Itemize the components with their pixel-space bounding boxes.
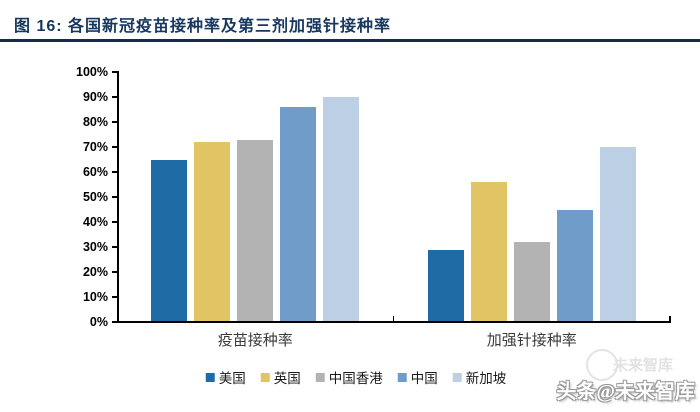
legend-item: 新加坡 — [452, 367, 507, 387]
y-axis-tick — [112, 121, 117, 123]
y-axis-label: 50% — [82, 190, 108, 204]
x-axis-line — [117, 321, 671, 323]
y-axis-label: 30% — [82, 240, 108, 254]
bar — [194, 142, 231, 322]
legend-swatch-icon — [260, 372, 270, 382]
legend-label: 英国 — [273, 371, 301, 386]
legend-swatch-icon — [315, 372, 325, 382]
y-axis-line — [117, 71, 119, 323]
bar — [599, 147, 636, 322]
category-label: 加强针接种率 — [486, 333, 577, 349]
y-axis-tick — [112, 171, 117, 173]
y-axis-label: 90% — [82, 90, 108, 104]
x-axis-tick — [669, 316, 671, 322]
figure-title: 图 16: 各国新冠疫苗接种率及第三剂加强针接种率 — [14, 18, 392, 35]
legend-swatch-icon — [452, 372, 462, 382]
title-underline — [0, 39, 700, 42]
bar — [237, 139, 274, 322]
y-axis-tick — [112, 146, 117, 148]
legend-swatch-icon — [205, 372, 215, 382]
y-axis-label: 40% — [82, 215, 108, 229]
bar — [427, 249, 464, 322]
watermark-text: 头条@未来智库 — [556, 381, 695, 403]
legend-item: 中国 — [397, 367, 438, 387]
bar — [151, 159, 188, 322]
legend-item: 英国 — [260, 367, 301, 387]
bar — [323, 97, 360, 322]
y-axis-label: 80% — [82, 115, 108, 129]
bar — [470, 182, 507, 322]
category-label: 疫苗接种率 — [217, 333, 293, 349]
y-axis-tick — [112, 71, 117, 73]
y-axis-label: 0% — [89, 315, 108, 329]
y-axis-tick — [112, 96, 117, 98]
y-axis-tick — [112, 196, 117, 198]
y-axis-tick — [112, 296, 117, 298]
legend-label: 美国 — [218, 371, 246, 386]
legend-label: 中国香港 — [328, 371, 383, 386]
legend-label: 新加坡 — [465, 371, 507, 386]
bar — [556, 209, 593, 322]
y-axis-tick — [112, 246, 117, 248]
legend-item: 中国香港 — [315, 367, 383, 387]
y-axis-label: 60% — [82, 165, 108, 179]
bar — [280, 107, 317, 322]
y-axis-tick — [112, 271, 117, 273]
bar — [513, 242, 550, 322]
watermark-ghost-text: 未来智库 — [613, 358, 674, 374]
y-axis-tick — [112, 221, 117, 223]
x-axis-tick — [392, 316, 395, 322]
legend-swatch-icon — [397, 372, 407, 382]
y-axis-label: 10% — [82, 290, 108, 304]
y-axis-label: 100% — [76, 65, 108, 79]
legend: 美国 英国 中国香港 中国 新加坡 — [205, 367, 507, 387]
y-axis-label: 70% — [82, 140, 108, 154]
legend-item: 美国 — [205, 367, 246, 387]
watermark-logo-icon — [586, 349, 618, 381]
y-axis-tick — [112, 321, 117, 323]
legend-label: 中国 — [410, 371, 438, 386]
y-axis-label: 20% — [82, 265, 108, 279]
